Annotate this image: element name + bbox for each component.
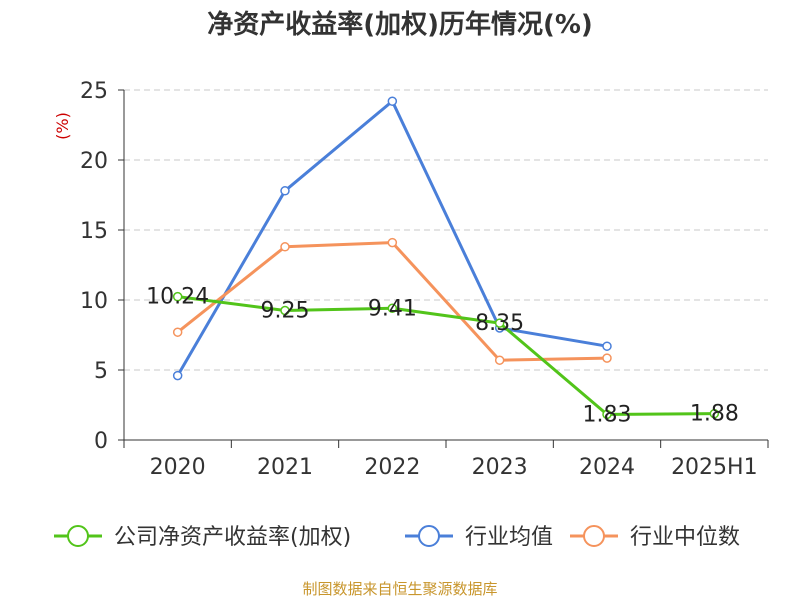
data-label: 10.24: [146, 285, 209, 310]
x-tick-label: 2020: [150, 455, 206, 480]
data-point: [387, 237, 398, 248]
y-tick-label: 20: [80, 149, 108, 174]
x-tick-label: 2024: [579, 455, 635, 480]
grid-lines: [124, 89, 768, 371]
y-axis-label: (%): [53, 112, 72, 140]
data-point: [172, 327, 183, 337]
y-tick-label: 10: [80, 289, 108, 314]
data-label: 1.83: [583, 402, 632, 427]
y-tick-label: 0: [94, 429, 108, 454]
data-point: [280, 242, 290, 252]
legend-swatch-marker: [67, 525, 89, 547]
axes: 0 5 10 15 20 25 2020 2021 2022 2023 2024 2025H1: [80, 79, 769, 480]
y-tick-label: 25: [80, 79, 108, 104]
y-tick-label: 5: [94, 359, 108, 384]
data-labels: 10.24 9.25 9.41 8.35 1.83 1.88: [146, 285, 739, 428]
data-point: [709, 408, 720, 419]
data-point: [172, 291, 183, 302]
data-point: [494, 318, 505, 328]
legend-item: 公司净资产收益率(加权): [54, 525, 351, 550]
legend-swatch-marker: [418, 525, 440, 547]
x-tick-label: 2025H1: [671, 455, 758, 480]
series-line: [177, 295, 715, 416]
x-tick-label: 2021: [257, 455, 313, 480]
data-point: [280, 186, 290, 196]
data-point: [172, 370, 183, 381]
data-point: [387, 96, 398, 106]
data-point: [602, 341, 612, 351]
data-point: [387, 303, 398, 314]
data-label: 1.88: [690, 402, 739, 427]
legend-label: 公司净资产收益率(加权): [114, 525, 351, 550]
data-label: 9.41: [368, 296, 417, 321]
legend: 公司净资产收益率(加权) 行业均值 行业中位数: [54, 525, 740, 550]
x-tick-label: 2022: [364, 455, 420, 480]
data-point: [280, 305, 290, 316]
legend-swatch-marker: [583, 525, 605, 547]
x-tick-label: 2023: [472, 455, 528, 480]
data-label: 8.35: [475, 311, 524, 336]
legend-item: 行业中位数: [570, 525, 740, 550]
chart-title: 净资产收益率(加权)历年情况(%): [207, 10, 593, 40]
y-tick-label: 15: [80, 219, 108, 244]
data-point: [602, 409, 612, 420]
legend-label: 行业均值: [465, 525, 553, 550]
legend-item: 行业均值: [405, 525, 553, 550]
data-point: [494, 355, 505, 365]
data-point: [602, 353, 612, 363]
data-label: 9.25: [261, 299, 310, 324]
source-note: 制图数据来自恒生聚源数据库: [302, 580, 498, 598]
series-lines: [172, 96, 720, 420]
legend-label: 行业中位数: [630, 525, 740, 550]
